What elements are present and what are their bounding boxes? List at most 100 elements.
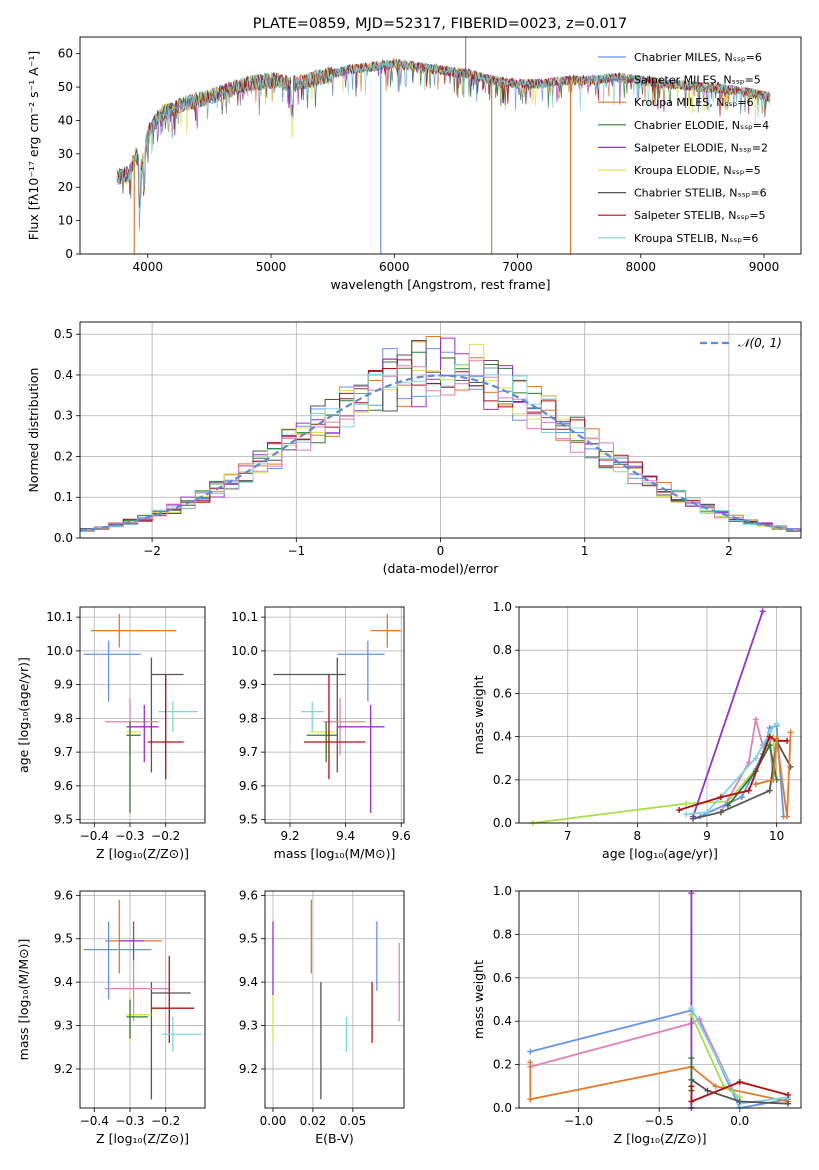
x-tick-label: 9: [703, 829, 711, 843]
legend-label: Chabrier MILES, Nₛₛₚ=6: [634, 51, 762, 64]
weight-marker: [712, 1083, 719, 1090]
y-tick-label: 0.8: [493, 643, 512, 657]
y-tick-label: 9.2: [54, 1062, 73, 1076]
y-tick-label: 50: [58, 80, 73, 94]
axes-frame: [264, 606, 405, 824]
y-tick-label: 0.2: [54, 449, 73, 463]
legend-label: Kroupa STELIB, Nₛₛₚ=6: [634, 232, 758, 245]
weight-marker: [736, 1078, 743, 1085]
y-tick-label: 0.6: [493, 686, 512, 700]
weight-marker: [717, 794, 724, 801]
y-tick-label: 0.1: [54, 490, 73, 504]
y-tick-label: 30: [58, 147, 73, 161]
weight-line: [727, 742, 778, 807]
y-axis-label: mass weight: [471, 960, 486, 1039]
weight-marker: [688, 1083, 695, 1090]
x-axis-label: age [log₁₀(age/yr)]: [602, 846, 718, 861]
y-tick-label: 9.8: [239, 711, 258, 725]
weight-marker: [752, 781, 759, 788]
weight-marker: [724, 802, 731, 809]
weight-marker: [766, 787, 773, 794]
y-tick-label: 9.9: [239, 678, 258, 692]
x-tick-label: 9.6: [392, 829, 411, 843]
y-tick-label: 0: [65, 247, 73, 261]
y-tick-label: 0.4: [493, 730, 512, 744]
y-tick-label: 9.7: [54, 745, 73, 759]
weight-line: [690, 1081, 789, 1103]
weight-marker: [752, 755, 759, 762]
y-tick-label: 9.5: [239, 813, 258, 827]
x-tick-label: 0.00: [260, 1114, 287, 1128]
x-tick-label: 2: [725, 544, 733, 558]
y-tick-label: 9.6: [54, 779, 73, 793]
chart-title: PLATE=0859, MJD=52317, FIBERID=0023, z=0…: [253, 16, 627, 32]
plot-weight-vs-Z: −1.0 −0.5 0.0 0.0 0.2 0.4 0.6 0.8 1.0 Z [log₁₀(Z/…: [471, 884, 802, 1146]
x-tick-label: 4000: [133, 260, 164, 274]
legend-label: Salpeter MILES, Nₛₛₚ=5: [634, 74, 761, 87]
plot-age-vs-mass: 9.2 9.4 9.6 9.5 9.6 9.7 9.8 9.9 10.0 10.1 mass [lo…: [231, 606, 411, 861]
weight-marker: [683, 800, 690, 807]
y-tick-label: 20: [58, 180, 73, 194]
y-tick-label: 9.6: [54, 888, 73, 902]
x-tick-label: 0.02: [300, 1114, 327, 1128]
weight-marker: [773, 720, 780, 727]
y-tick-label: 9.3: [239, 1019, 258, 1033]
weight-marker: [752, 716, 759, 723]
y-tick-label: 0.4: [493, 1014, 512, 1028]
legend-label: Salpeter STELIB, Nₛₛₚ=5: [634, 209, 766, 222]
y-tick-label: 9.5: [54, 813, 73, 827]
weight-marker: [736, 1098, 743, 1105]
weight-marker: [787, 729, 794, 736]
x-tick-label: 7000: [502, 260, 533, 274]
weight-marker: [759, 608, 766, 615]
weight-marker: [527, 1048, 534, 1055]
weight-marker: [683, 811, 690, 818]
weight-line: [692, 611, 764, 817]
weight-marker: [784, 813, 791, 820]
y-tick-label: 60: [58, 47, 73, 61]
weight-marker: [527, 1096, 534, 1103]
axes-frame: [79, 606, 206, 824]
y-axis-label: mass [log₁₀(M/M⊙)]: [16, 939, 31, 1061]
x-tick-label: 8000: [626, 260, 657, 274]
y-tick-label: 0.2: [493, 1058, 512, 1072]
axes-frame: [518, 890, 802, 1109]
weight-marker: [717, 809, 724, 816]
weight-line: [530, 1017, 741, 1105]
weight-marker: [527, 1059, 534, 1066]
y-tick-label: 9.8: [54, 711, 73, 725]
weight-marker: [738, 794, 745, 801]
y-tick-label: 9.3: [54, 1019, 73, 1033]
y-tick-label: 9.9: [54, 678, 73, 692]
y-tick-label: 0.8: [493, 927, 512, 941]
y-tick-label: 1.0: [493, 884, 512, 898]
x-tick-label: 9000: [749, 260, 780, 274]
y-tick-label: 10.0: [231, 644, 258, 658]
y-tick-label: 1.0: [493, 600, 512, 614]
y-tick-label: 0.2: [493, 773, 512, 787]
gaussian-curve: [80, 374, 801, 532]
x-tick-label: 0: [437, 544, 445, 558]
x-axis-label: Z [log₁₀(Z/Z⊙)]: [96, 846, 189, 861]
spectrum-line: [116, 60, 771, 211]
x-tick-label: −1: [287, 544, 305, 558]
legend-label: Salpeter ELODIE, Nₛₛₚ=2: [634, 141, 768, 154]
plot-weight-vs-age: 7 8 9 10 0.0 0.2 0.4 0.6 0.8 1.0 age [log₁₀(age/yr…: [471, 600, 802, 861]
weight-marker: [688, 1011, 695, 1018]
x-tick-label: 5000: [256, 260, 287, 274]
weight-marker: [688, 1005, 695, 1012]
x-tick-label: −2: [143, 544, 161, 558]
weight-marker: [766, 733, 773, 740]
axes-frame: [264, 890, 405, 1109]
x-axis-label: Z [log₁₀(Z/Z⊙)]: [96, 1131, 189, 1146]
x-tick-label: 10: [769, 829, 784, 843]
weight-marker: [785, 1091, 792, 1098]
x-tick-label: 8: [634, 829, 642, 843]
y-axis-label: mass weight: [471, 675, 486, 754]
legend-label: Kroupa MILES, Nₛₛₚ=6: [634, 96, 754, 109]
legend-label: Chabrier STELIB, Nₛₛₚ=6: [634, 187, 767, 200]
weight-marker: [770, 776, 777, 783]
y-axis-label: Flux [fλ10⁻¹⁷ erg cm⁻² s⁻¹ A⁻¹]: [26, 51, 41, 240]
y-tick-label: 10.1: [46, 610, 73, 624]
